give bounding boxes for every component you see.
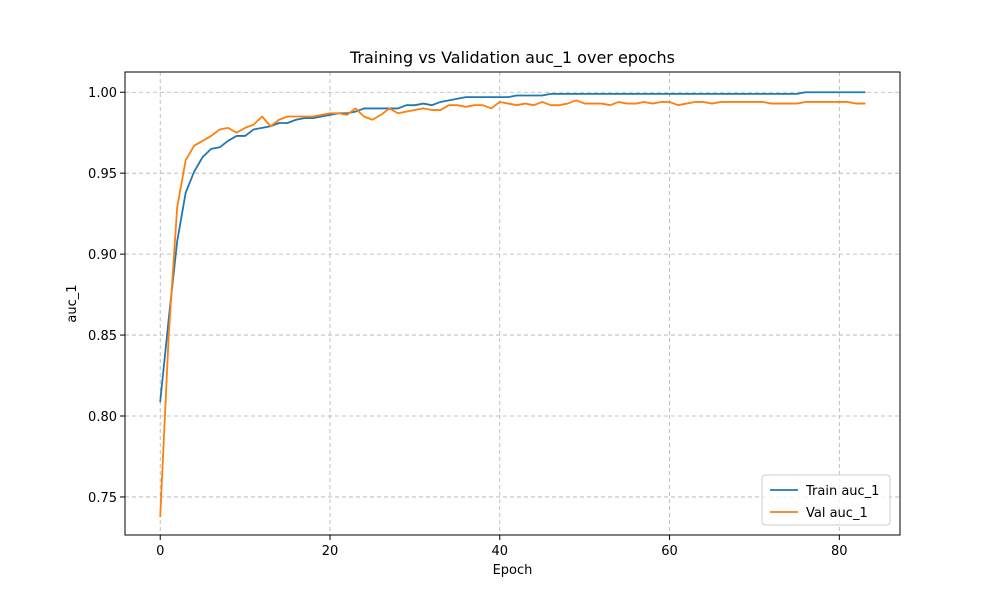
plot-frame [124, 71, 901, 536]
y-tick-label: 0.90 [88, 248, 117, 263]
x-tick-label: 20 [322, 544, 339, 559]
y-tick-label: 0.80 [88, 410, 117, 425]
x-axis-label: Epoch [493, 563, 533, 578]
legend-entry-label: Train auc_1 [805, 484, 879, 499]
series-line-train [159, 91, 866, 403]
legend: Train auc_1 Val auc_1 [761, 474, 891, 526]
chart-title: Training vs Validation auc_1 over epochs [349, 48, 675, 68]
x-tick-label: 80 [831, 544, 848, 559]
grid-layer [125, 72, 900, 535]
y-tick-label: 0.95 [88, 167, 117, 182]
series-layer [159, 91, 866, 518]
y-tick-label: 0.75 [88, 491, 117, 506]
x-tick-label: 0 [156, 544, 164, 559]
tick-layer: 0 20 40 60 80 0.75 0.80 0.85 0.90 0.95 1.00 [88, 86, 848, 559]
series-line-val [159, 99, 866, 518]
legend-entry-label: Val auc_1 [806, 506, 868, 521]
x-tick-label: 40 [491, 544, 508, 559]
y-tick-label: 0.85 [88, 329, 117, 344]
y-axis-label: auc_1 [65, 284, 80, 322]
x-tick-label: 60 [661, 544, 678, 559]
y-tick-label: 1.00 [88, 86, 117, 101]
